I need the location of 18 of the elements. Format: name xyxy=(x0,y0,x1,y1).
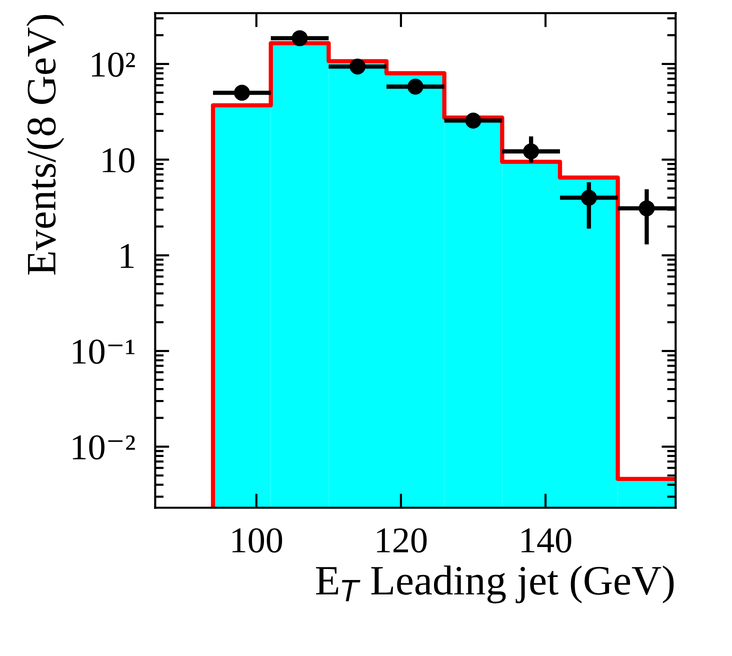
y-tick-label: 10⁻² xyxy=(72,435,135,460)
point xyxy=(465,112,482,129)
x-axis-title: E$_{T}$ Leading jet (GeV) xyxy=(316,565,674,604)
y-tick-label: 10² xyxy=(92,52,135,77)
point xyxy=(580,190,597,206)
x-tick-label: 100 xyxy=(232,528,282,553)
y-tick-label: 1 xyxy=(120,244,134,268)
point xyxy=(234,84,250,101)
point xyxy=(523,143,540,160)
x-tick-label: 120 xyxy=(377,528,427,553)
y-tick-label: 10 xyxy=(102,148,134,173)
y-tick-label: 10⁻¹ xyxy=(72,340,134,364)
y-axis-title: Events/(8 GeV) xyxy=(26,14,64,275)
point xyxy=(638,200,655,216)
x-tick-label: 140 xyxy=(522,528,572,553)
point xyxy=(292,30,308,46)
point xyxy=(407,78,424,95)
point xyxy=(350,58,366,75)
